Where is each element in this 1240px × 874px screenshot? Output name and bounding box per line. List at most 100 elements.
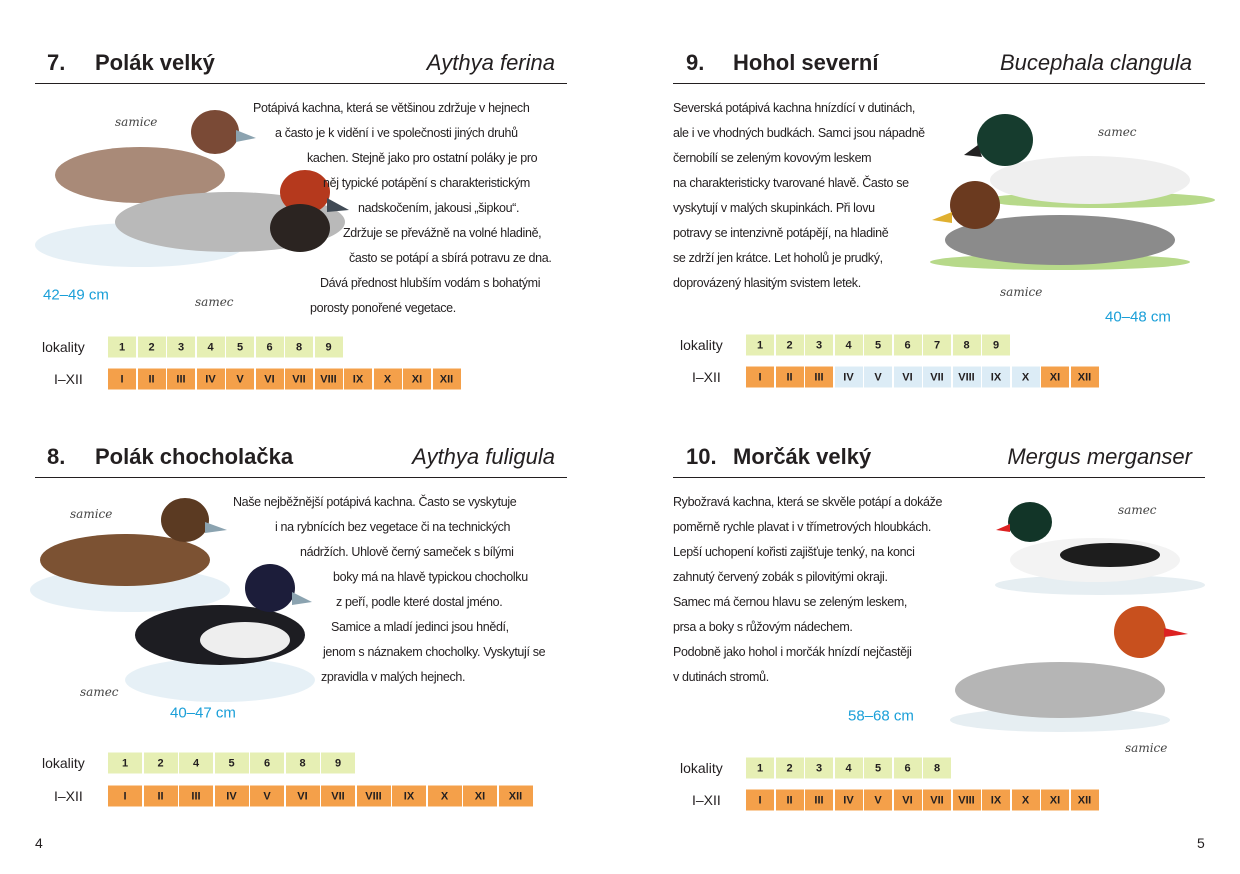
header-rule: [673, 83, 1205, 84]
text-line: poměrně rychle plavat i v třímetrových h…: [673, 519, 931, 534]
month-box: II: [137, 368, 166, 390]
localities-label: lokality: [680, 760, 723, 776]
month-box: VII: [923, 366, 951, 388]
page-number: 4: [35, 835, 43, 851]
locality-box: 4: [834, 757, 863, 779]
text-line: porosty ponořené vegetace.: [310, 300, 456, 315]
text-line: nádržích. Uhlově černý sameček s bílými: [300, 544, 514, 559]
text-line: Podobně jako hohol i morčák hnízdí nejča…: [673, 644, 912, 659]
text-line: potravy se intenzivně potápějí, na hladi…: [673, 225, 889, 240]
text-line: v dutinách stromů.: [673, 669, 769, 684]
entry-number: 7.: [47, 50, 66, 75]
locality-box: 9: [314, 336, 343, 358]
size-label: 42–49 cm: [43, 286, 109, 304]
bird-illustration: [35, 110, 349, 267]
localities-label: lokality: [680, 337, 723, 353]
entry-latin-name: Mergus merganser: [1007, 444, 1192, 469]
month-box: VI: [893, 789, 922, 811]
locality-box: 5: [214, 752, 249, 774]
locality-box: 2: [775, 757, 804, 779]
locality-box: 2: [775, 334, 804, 356]
text-line: boky má na hlavě typickou chocholku: [333, 569, 528, 584]
entry-number: 10.: [686, 444, 717, 469]
month-box: XII: [498, 785, 533, 807]
bird-label: samice: [115, 115, 158, 129]
entry-name: Hohol severní: [733, 50, 879, 75]
text-line: se zdrží jen krátce. Let hoholů je prudk…: [673, 250, 883, 265]
months-label: I–XII: [692, 792, 721, 808]
text-line: ale i ve vhodných budkách. Samci jsou ná…: [673, 125, 925, 140]
locality-box: 1: [108, 752, 142, 774]
month-box: V: [864, 789, 892, 811]
month-box: XI: [1041, 366, 1069, 388]
bird-illustration: [930, 114, 1215, 270]
month-box: VII: [285, 368, 313, 390]
text-line: na charakteristicky tvarované hlavě. Čas…: [673, 175, 909, 190]
text-line: černobílí se zeleným kovovým leskem: [673, 150, 872, 165]
text-line: Potápivá kachna, která se většinou zdržu…: [253, 100, 530, 115]
text-line: Naše nejběžnější potápivá kachna. Často …: [233, 494, 517, 509]
locality-box: 8: [952, 334, 981, 356]
month-box: XII: [1070, 366, 1099, 388]
month-box: VI: [255, 368, 284, 390]
month-box: IV: [834, 366, 863, 388]
month-box: XI: [1041, 789, 1069, 811]
entry-latin-name: Bucephala clangula: [999, 50, 1192, 75]
locality-box: 5: [864, 334, 892, 356]
month-box: V: [250, 785, 284, 807]
locality-box: 4: [834, 334, 863, 356]
text-line: prsa a boky s růžovým nádechem.: [673, 619, 853, 634]
page-number: 5: [1197, 835, 1205, 851]
month-box: IV: [834, 789, 863, 811]
months-label: I–XII: [692, 369, 721, 385]
locality-box: 6: [250, 752, 284, 774]
locality-box: 3: [805, 334, 833, 356]
bird-label: samec: [80, 685, 119, 699]
locality-box: 5: [864, 757, 892, 779]
locality-box: 6: [255, 336, 284, 358]
month-box: XII: [432, 368, 461, 390]
bird-illustration: [30, 498, 315, 702]
month-box: VII: [923, 789, 951, 811]
month-box: II: [143, 785, 178, 807]
text-line: jenom s náznakem chocholky. Vyskytují se: [323, 644, 546, 659]
locality-box: 3: [167, 336, 195, 358]
text-line: Samice a mladí jedinci jsou hnědí,: [331, 619, 509, 634]
bird-label: samec: [195, 295, 234, 309]
locality-box: 3: [805, 757, 833, 779]
locality-box: 1: [108, 336, 136, 358]
locality-box: 9: [321, 752, 355, 774]
bird-label: samice: [1000, 285, 1043, 299]
entry-name: Polák chocholačka: [95, 444, 294, 469]
locality-box: 8: [923, 757, 951, 779]
month-box: I: [746, 366, 774, 388]
locality-box: 8: [285, 752, 320, 774]
locality-box: 6: [893, 757, 922, 779]
text-line: nadskočením, jakousi „šipkou“.: [358, 200, 520, 215]
locality-box: 2: [137, 336, 166, 358]
entry-latin-name: Aythya ferina: [426, 50, 555, 75]
month-box: III: [805, 366, 833, 388]
header-rule: [673, 477, 1205, 478]
month-box: X: [1011, 789, 1040, 811]
months-label: I–XII: [54, 788, 83, 804]
text-line: často se potápí a sbírá potravu ze dna.: [349, 250, 552, 265]
localities-label: lokality: [42, 755, 85, 771]
locality-box: 8: [285, 336, 313, 358]
size-label: 58–68 cm: [848, 707, 914, 725]
bird-label: samice: [1125, 741, 1168, 755]
entry-number: 8.: [47, 444, 66, 469]
month-box: XII: [1070, 789, 1099, 811]
locality-box: 4: [179, 752, 213, 774]
locality-box: 5: [226, 336, 254, 358]
month-box: I: [746, 789, 774, 811]
bird-label: samec: [1098, 125, 1137, 139]
entry-number: 9.: [686, 50, 705, 75]
month-box: IX: [982, 366, 1010, 388]
month-box: XI: [403, 368, 431, 390]
month-box: IX: [982, 789, 1010, 811]
entry-latin-name: Aythya fuligula: [412, 444, 555, 469]
month-box: VIII: [314, 368, 343, 390]
text-line: Zdržuje se převážně na volné hladině,: [343, 225, 542, 240]
